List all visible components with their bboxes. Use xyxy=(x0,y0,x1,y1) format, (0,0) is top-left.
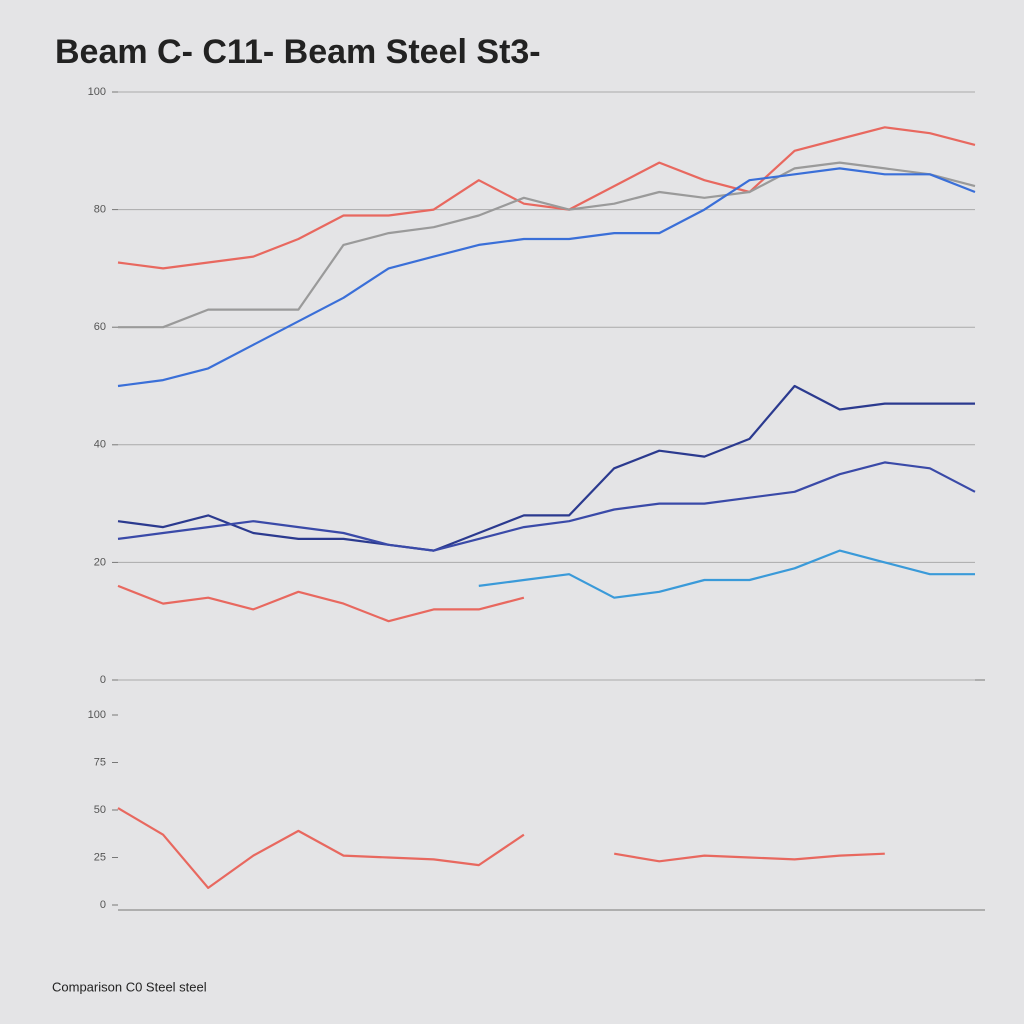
y-tick-label: 100 xyxy=(88,86,106,98)
series-line xyxy=(117,807,885,889)
y-tick-label: 25 xyxy=(94,851,106,863)
series-line xyxy=(118,161,976,329)
y-tick-label: 40 xyxy=(94,439,106,451)
y-tick-label: 75 xyxy=(94,756,106,768)
series-line xyxy=(478,549,975,599)
y-tick-label: 60 xyxy=(94,321,106,333)
y-tick-label: 50 xyxy=(94,804,106,816)
y-tick-label: 20 xyxy=(94,556,106,568)
series-line xyxy=(117,126,976,270)
footer: Comparison C0 Steel steel xyxy=(52,979,207,994)
series-line xyxy=(117,167,976,388)
chart-title: Beam C- C11- Beam Steel St3- xyxy=(55,33,541,71)
series-line xyxy=(117,384,975,552)
series-line xyxy=(117,461,976,552)
y-tick-label: 80 xyxy=(94,204,106,216)
y-tick-label: 0 xyxy=(100,899,106,911)
y-tick-label: 0 xyxy=(100,674,106,686)
y-tick-label: 100 xyxy=(88,709,106,721)
series-line xyxy=(117,584,525,623)
